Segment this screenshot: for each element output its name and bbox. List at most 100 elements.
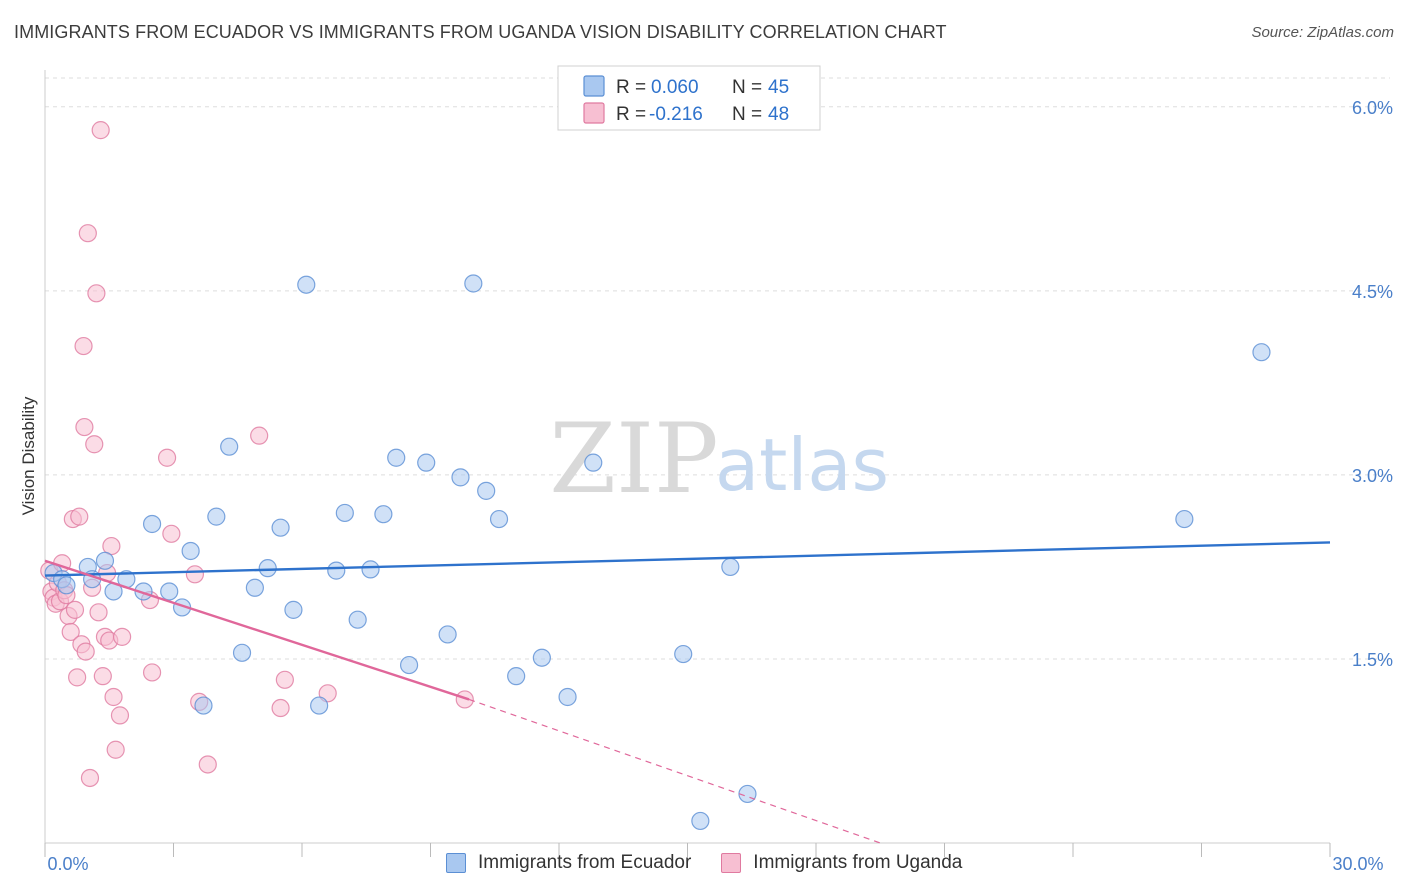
grid-layer	[45, 77, 1390, 660]
uganda-point-44	[275, 670, 294, 689]
ecuador-point-42	[721, 557, 740, 577]
legend-n-label-uganda: N =	[732, 104, 762, 125]
uganda-point-32	[106, 740, 125, 759]
legend-n-value-uganda: 48	[768, 104, 789, 125]
ecuador-point-36	[507, 667, 526, 686]
ecuador-point-40	[674, 644, 693, 664]
ecuador-point-14	[207, 507, 226, 526]
x-tick-label-min: 0.0%	[47, 854, 88, 874]
legend-r-value-ecuador: 0.060	[651, 77, 699, 98]
ecuador-point-35	[489, 509, 509, 529]
y-tick-label-2: 4.5%	[1352, 282, 1393, 302]
ecuador-point-5	[95, 551, 115, 570]
uganda-point-25	[91, 121, 110, 140]
legend-r-label-ecuador: R =	[616, 77, 646, 98]
uganda-point-23	[87, 284, 106, 303]
ecuador-point-12	[181, 541, 200, 561]
legend-bottom: Immigrants from Ecuador Immigrants from …	[446, 852, 992, 874]
legend-swatch-ecuador	[583, 75, 605, 97]
ecuador-point-32	[451, 468, 470, 487]
ecuador-point-41	[691, 811, 710, 831]
ecuador-point-25	[348, 610, 367, 629]
ecuador-point-43	[738, 784, 757, 804]
y-tick-label-3: 6.0%	[1352, 98, 1393, 118]
uganda-point-26	[93, 667, 112, 686]
ecuador-point-44	[1175, 509, 1194, 529]
ecuador-point-17	[245, 578, 264, 597]
watermark-zip: ZIP	[549, 403, 718, 515]
watermark: ZIP atlas	[549, 403, 889, 515]
ecuador-point-15	[220, 437, 239, 456]
uganda-point-17	[75, 417, 94, 437]
ecuador-point-16	[232, 643, 252, 662]
axis-layer	[44, 70, 1331, 857]
uganda-point-36	[142, 663, 162, 682]
ecuador-point-24	[335, 503, 354, 523]
ecuador-point-2	[57, 576, 76, 595]
trend-lines	[44, 541, 1331, 844]
legend-top: R = 0.060 N = 45 R = -0.216 N = 48	[557, 65, 821, 131]
ecuador-point-30	[417, 453, 436, 472]
uganda-point-10	[61, 622, 80, 642]
trend-line-ecuador-solid-0	[44, 541, 1331, 577]
ecuador-point-26	[361, 560, 380, 579]
uganda-point-46	[455, 690, 474, 709]
ecuador-point-33	[464, 274, 483, 293]
ecuador-point-19	[271, 518, 290, 537]
uganda-point-45	[318, 684, 337, 703]
uganda-point-34	[112, 627, 132, 646]
ecuador-point-31	[438, 625, 457, 644]
uganda-point-31	[104, 687, 123, 707]
legend-r-value-uganda: -0.216	[649, 104, 703, 125]
uganda-point-38	[162, 524, 181, 543]
ecuador-point-39	[584, 453, 603, 472]
legend-label-uganda: Immigrants from Uganda	[753, 852, 963, 873]
trend-line-uganda-solid-1	[44, 559, 470, 701]
legend-swatch-ecuador-bottom	[446, 853, 466, 873]
ecuador-point-37	[532, 648, 551, 667]
uganda-point-13	[68, 668, 87, 687]
legend-label-ecuador: Immigrants from Ecuador	[478, 852, 692, 873]
y-tick-label-0: 1.5%	[1352, 650, 1393, 670]
source-label: Source: ZipAtlas.com	[1251, 24, 1394, 41]
uganda-point-24	[89, 603, 108, 622]
x-tick-label-max: 30.0%	[1332, 854, 1383, 874]
trend-line-uganda-dashed-2	[468, 698, 881, 844]
ecuador-point-23	[327, 561, 346, 580]
chart-title: IMMIGRANTS FROM ECUADOR VS IMMIGRANTS FR…	[14, 22, 947, 42]
ecuador-points	[44, 274, 1271, 831]
watermark-atlas: atlas	[715, 423, 889, 507]
ecuador-point-20	[284, 600, 303, 619]
uganda-point-22	[85, 435, 104, 454]
uganda-point-20	[80, 768, 100, 788]
legend-item-uganda[interactable]: Immigrants from Uganda	[721, 852, 962, 874]
uganda-point-18	[76, 642, 95, 661]
uganda-point-14	[70, 507, 89, 526]
ecuador-point-28	[387, 448, 406, 467]
ecuador-point-9	[142, 514, 162, 534]
uganda-point-41	[198, 755, 217, 774]
uganda-point-12	[65, 600, 85, 619]
ecuador-point-22	[310, 696, 329, 715]
ecuador-point-29	[399, 655, 419, 675]
ecuador-point-10	[160, 582, 179, 601]
legend-r-label-uganda: R =	[616, 104, 646, 125]
ecuador-point-27	[374, 505, 393, 524]
y-tick-labels: 1.5% 3.0% 4.5% 6.0%	[1352, 98, 1393, 670]
ecuador-point-21	[297, 275, 316, 294]
ecuador-point-38	[558, 687, 577, 707]
legend-n-label-ecuador: N =	[732, 77, 762, 98]
uganda-points	[40, 121, 474, 788]
y-tick-label-1: 3.0%	[1352, 466, 1393, 486]
uganda-point-43	[271, 698, 290, 718]
uganda-point-16	[74, 336, 93, 356]
uganda-point-19	[78, 224, 97, 243]
legend-item-ecuador[interactable]: Immigrants from Ecuador	[446, 852, 691, 874]
uganda-point-37	[157, 448, 177, 467]
ecuador-point-34	[477, 481, 496, 500]
legend-swatch-uganda	[583, 102, 605, 124]
ecuador-point-13	[194, 696, 213, 715]
ecuador-point-18	[258, 559, 277, 578]
legend-swatch-uganda-bottom	[721, 853, 742, 873]
